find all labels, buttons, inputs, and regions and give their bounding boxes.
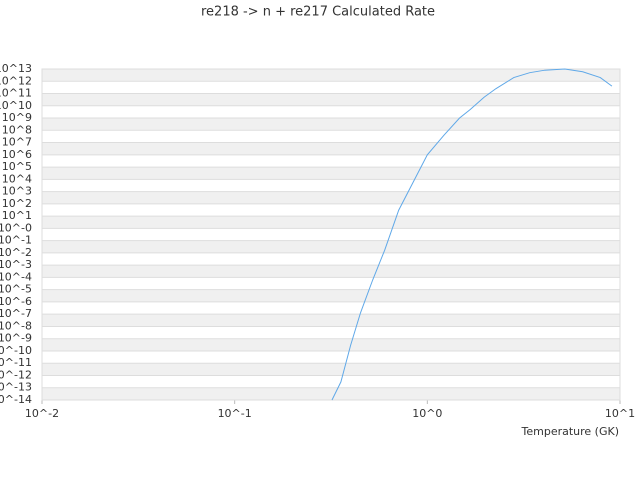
y-tick-label: 10^-0	[0, 221, 32, 234]
y-tick-label: 10^-5	[0, 283, 32, 296]
y-tick-label: 10^-7	[0, 307, 32, 320]
y-tick-label: 10^-6	[0, 295, 32, 308]
y-tick-label: 10^-11	[0, 356, 32, 369]
chart-title: re218 -> n + re217 Calculated Rate	[201, 5, 435, 20]
grid-band	[42, 240, 620, 253]
y-tick-label: 10^-14	[0, 393, 32, 406]
y-tick-label: 10^5	[2, 160, 32, 173]
y-tick-label: 10^11	[0, 87, 32, 100]
y-tick-label: 10^3	[2, 185, 32, 198]
grid-band	[42, 216, 620, 229]
y-tick-label: 10^-3	[0, 258, 32, 271]
grid-band	[42, 265, 620, 278]
grid-band	[42, 93, 620, 106]
x-axis-label: Temperature (GK)	[521, 425, 620, 438]
y-tick-label: 10^-12	[0, 368, 32, 381]
y-tick-label: 10^-1	[0, 234, 32, 247]
y-tick-label: 10^-2	[0, 246, 32, 259]
y-tick-label: 10^13	[0, 62, 32, 75]
grid-band	[42, 289, 620, 302]
plot-frame	[41, 68, 621, 401]
y-tick-label: 10^9	[2, 111, 32, 124]
y-tick-label: 10^7	[2, 136, 32, 149]
y-tick-label: 10^6	[2, 148, 32, 161]
grid-band	[42, 338, 620, 351]
y-tick-label: 10^10	[0, 99, 32, 112]
y-tick-label: 10^2	[2, 197, 32, 210]
y-tick-label: 10^-9	[0, 332, 32, 345]
x-tick-label: 10^-2	[25, 407, 59, 420]
grid-band	[42, 314, 620, 327]
grid-band	[42, 118, 620, 131]
grid-band	[42, 191, 620, 204]
grid-band	[42, 167, 620, 180]
x-tick-label: 10^1	[605, 407, 635, 420]
x-tick-label: 10^0	[412, 407, 442, 420]
y-tick-label: 10^1	[2, 209, 32, 222]
grid-band	[42, 387, 620, 400]
grid-band	[42, 142, 620, 155]
x-tick-label: 10^-1	[218, 407, 252, 420]
y-tick-label: 10^-10	[0, 344, 32, 357]
y-tick-label: 10^-13	[0, 381, 32, 394]
y-tick-label: 10^-8	[0, 319, 32, 332]
grid-band	[42, 363, 620, 376]
y-tick-label: 10^8	[2, 123, 32, 136]
y-tick-label: 10^12	[0, 74, 32, 87]
y-tick-label: 10^4	[2, 172, 32, 185]
grid-band	[42, 69, 620, 82]
y-tick-label: 10^-4	[0, 270, 32, 283]
data-line	[331, 68, 613, 401]
